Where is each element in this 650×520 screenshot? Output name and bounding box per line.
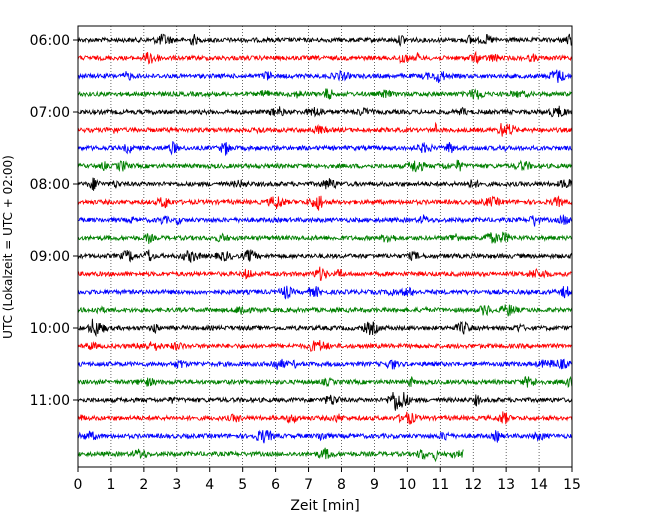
y-tick-label-09:00: 09:00	[30, 249, 70, 265]
trace-0815	[77, 195, 573, 211]
x-tick-label-5: 5	[238, 477, 247, 493]
trace-0630	[77, 69, 573, 84]
y-axis-ticks: 06:00 07:00 08:00 09:00 10:00 11:00	[30, 33, 78, 409]
y-tick-label-07:00: 07:00	[30, 105, 70, 121]
trace-0730	[77, 141, 573, 156]
trace-0715	[77, 121, 573, 137]
trace-0945	[77, 304, 573, 317]
x-tick-label-3: 3	[172, 477, 181, 493]
trace-0600	[77, 33, 573, 48]
trace-1015	[77, 339, 573, 352]
x-tick-label-9: 9	[370, 477, 379, 493]
x-tick-label-6: 6	[271, 477, 280, 493]
trace-1100	[77, 391, 573, 411]
trace-0615	[77, 50, 573, 65]
y-tick-label-11:00: 11:00	[30, 393, 70, 409]
trace-1045	[77, 375, 573, 389]
x-tick-label-2: 2	[139, 477, 148, 493]
x-tick-label-7: 7	[304, 477, 313, 493]
x-tick-label-12: 12	[464, 477, 482, 493]
trace-0645	[77, 88, 572, 100]
x-tick-label-8: 8	[337, 477, 346, 493]
x-axis-ticks: 0 1 2 3 4 5 6 7 8 9 10 11 12 13 14 15	[74, 467, 581, 493]
x-tick-label-15: 15	[563, 477, 581, 493]
trace-0900	[77, 249, 573, 264]
x-tick-label-14: 14	[530, 477, 548, 493]
x-tick-label-11: 11	[431, 477, 449, 493]
trace-0930	[77, 285, 573, 300]
trace-0845	[77, 231, 573, 245]
trace-0915	[77, 266, 572, 281]
x-axis-label: Zeit [min]	[290, 498, 359, 514]
x-tick-label-0: 0	[74, 477, 83, 493]
plot-area	[78, 26, 572, 467]
trace-0700	[77, 105, 573, 118]
trace-1145	[77, 447, 464, 463]
seismic-traces	[77, 33, 573, 463]
trace-1130	[77, 429, 573, 444]
y-tick-label-10:00: 10:00	[30, 321, 70, 337]
trace-0800	[77, 177, 573, 191]
y-tick-label-08:00: 08:00	[30, 177, 70, 193]
trace-0830	[77, 214, 573, 227]
y-axis-label: UTC (Lokalzeit = UTC + 02:00)	[1, 155, 15, 339]
trace-1030	[77, 358, 572, 370]
x-tick-label-4: 4	[205, 477, 214, 493]
trace-1115	[77, 411, 573, 425]
x-tick-label-10: 10	[398, 477, 416, 493]
y-tick-label-06:00: 06:00	[30, 33, 70, 49]
trace-1000	[77, 318, 573, 338]
x-tick-label-1: 1	[106, 477, 115, 493]
plot-frame	[77, 25, 573, 468]
x-tick-label-13: 13	[497, 477, 515, 493]
trace-0745	[77, 159, 573, 173]
